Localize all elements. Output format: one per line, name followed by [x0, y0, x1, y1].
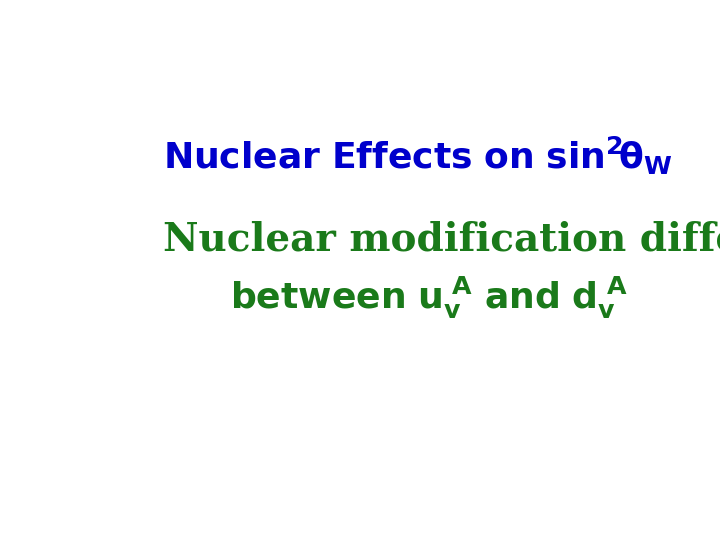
Text: $\bf{Nuclear\ Effects\ on\ sin^2\!\theta_W}$: $\bf{Nuclear\ Effects\ on\ sin^2\!\theta… — [163, 135, 672, 177]
Text: $\bf{between\ u_v^{\ A}\ and\ d_v^{\ A}}$: $\bf{between\ u_v^{\ A}\ and\ d_v^{\ A}}… — [230, 274, 627, 321]
Text: Nuclear modification difference: Nuclear modification difference — [163, 220, 720, 259]
